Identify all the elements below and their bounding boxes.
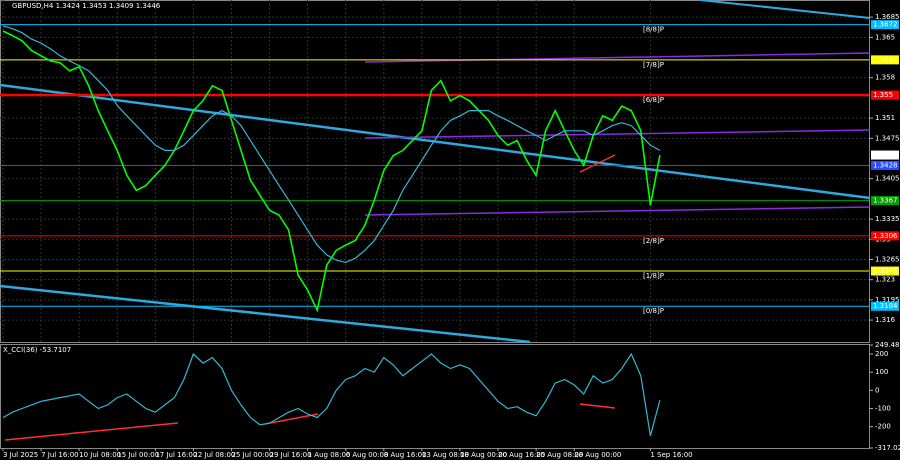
trend-line <box>0 284 531 344</box>
level-tag: [1/8]P <box>643 272 664 280</box>
x-tick-label: 7 Jul 16:00 <box>41 451 79 459</box>
current-price-box <box>871 150 899 160</box>
x-tick-label: 28 Aug 00:00 <box>574 451 621 459</box>
level-price-box <box>871 231 899 241</box>
y-tick-label: 1.365 <box>875 33 895 41</box>
level-price-box <box>871 196 899 206</box>
y-tick-label: 1.3685 <box>875 13 900 21</box>
level-tag: [2/8]P <box>643 237 664 245</box>
y-tick-label: -200 <box>875 423 891 431</box>
channel-line <box>364 129 871 139</box>
x-tick-label: 3 Jul 2025 <box>3 451 38 459</box>
y-tick-label: -317.0231 <box>875 444 900 452</box>
y-tick-label: 0 <box>875 386 879 394</box>
x-tick-label: 25 Aug 08:00 <box>536 451 583 459</box>
annotation-line <box>4 422 179 441</box>
y-tick-label: 1.323 <box>875 276 895 284</box>
level-price-label: 1.3367 <box>873 197 898 205</box>
level-price-box <box>871 301 899 311</box>
x-tick-label: 8 Aug 16:00 <box>384 451 427 459</box>
annotation-line <box>264 413 319 425</box>
x-tick-label: 20 Aug 16:00 <box>498 451 545 459</box>
cci-title: X_CCI(36) -53.7107 <box>3 346 71 354</box>
y-tick-label: 1.351 <box>875 114 895 122</box>
x-tick-label: 29 Jul 16:00 <box>270 451 312 459</box>
level-price-box <box>871 90 899 100</box>
level-tag: [0/8]P <box>643 307 664 315</box>
y-tick-label: -100 <box>875 405 891 413</box>
level-price-box <box>871 20 899 30</box>
y-tick-label: 100 <box>875 368 888 376</box>
x-tick-label: 1 Sep 16:00 <box>650 451 692 459</box>
level-tag: [7/8]P <box>643 61 664 69</box>
x-tick-label: 18 Aug 00:00 <box>460 451 507 459</box>
level-tag: [6/8]P <box>643 96 664 104</box>
y-tick-label: 1.358 <box>875 74 895 82</box>
y-tick-label: 1.3265 <box>875 255 900 263</box>
level-price-label: 1.3672 <box>873 21 898 29</box>
channel-line <box>364 206 871 216</box>
indicator-line <box>2 25 661 264</box>
level-price-label: 1.355 <box>873 91 893 99</box>
trend-line <box>699 0 871 19</box>
annotation-line <box>579 403 616 409</box>
level-price-box <box>871 160 899 170</box>
level-price-box <box>871 266 899 276</box>
x-tick-label: 15 Jul 00:00 <box>117 451 159 459</box>
x-tick-label: 6 Aug 00:00 <box>346 451 389 459</box>
y-tick-label: 249.4823 <box>875 341 900 349</box>
x-tick-label: 17 Jul 16:00 <box>155 451 197 459</box>
x-tick-label: 13 Aug 08:00 <box>422 451 469 459</box>
current-price-label: 1.3446 <box>873 151 898 159</box>
annotation-line <box>579 154 616 173</box>
cci-panel <box>0 344 870 449</box>
y-tick-label: 1.316 <box>875 316 896 324</box>
price-panel <box>0 0 870 343</box>
y-tick-label: 1.3335 <box>875 215 900 223</box>
y-tick-label: 200 <box>875 350 888 358</box>
indicator-line <box>2 352 661 436</box>
level-price-label: 1.3245 <box>873 267 898 275</box>
level-price-label: 1.3184 <box>873 302 898 310</box>
x-tick-label: 25 Jul 00:00 <box>231 451 273 459</box>
x-tick-label: 10 Jul 08:00 <box>79 451 121 459</box>
chart-title: GBPUSD,H4 1.3424 1.3453 1.3409 1.3446 <box>12 2 161 10</box>
level-price-label: 1.3611 <box>873 56 898 64</box>
x-tick-label: 22 Jul 08:00 <box>193 451 235 459</box>
x-tick-label: 1 Aug 08:00 <box>308 451 351 459</box>
channel-line <box>364 52 871 63</box>
y-tick-label: 1.3195 <box>875 296 900 304</box>
y-tick-label: 1.3475 <box>875 134 900 142</box>
level-tag: [8/8]P <box>643 26 664 34</box>
level-price-label: 1.3306 <box>873 232 898 240</box>
trend-line <box>0 83 871 200</box>
level-price-box <box>871 55 899 65</box>
y-tick-label: 1.3405 <box>875 175 900 183</box>
level-price-label: 1.3428 <box>873 161 898 169</box>
